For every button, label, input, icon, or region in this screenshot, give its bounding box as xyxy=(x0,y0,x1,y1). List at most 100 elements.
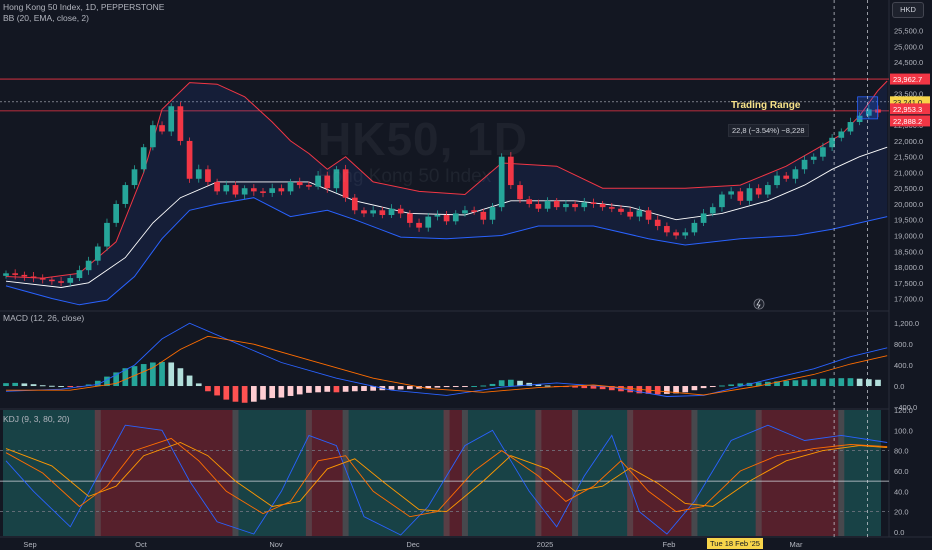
y-tick-label: 25,000.0 xyxy=(894,42,923,51)
macd-histogram-bar xyxy=(434,386,441,388)
kdj-zone xyxy=(461,410,542,536)
candle-body xyxy=(370,210,377,214)
candle-body xyxy=(865,109,872,116)
price-label-text: 23,962.7 xyxy=(893,75,922,84)
y-tick-label: 19,500.0 xyxy=(894,216,923,225)
candle-body xyxy=(232,185,239,195)
y-tick-label: 0.0 xyxy=(894,382,904,391)
macd-histogram-bar xyxy=(608,386,615,391)
y-tick-label: 23,500.0 xyxy=(894,90,923,99)
candle-body xyxy=(388,208,395,216)
x-tick-label: 2025 xyxy=(537,540,554,549)
kdj-zone xyxy=(3,410,101,536)
candle-body xyxy=(599,203,606,208)
candle-body xyxy=(838,131,845,138)
macd-histogram-bar xyxy=(333,386,340,393)
candle-body xyxy=(425,216,432,228)
candle-body xyxy=(452,213,459,222)
macd-histogram-bar xyxy=(122,368,129,387)
kdj-zone xyxy=(755,410,845,536)
y-tick-label: 17,000.0 xyxy=(894,295,923,304)
candle-body xyxy=(250,188,257,192)
macd-legend[interactable]: MACD (12, 26, close) xyxy=(3,313,85,323)
kdj-zone xyxy=(691,410,762,536)
candle-body xyxy=(150,125,156,148)
candle-body xyxy=(645,210,652,220)
macd-histogram-bar xyxy=(838,378,845,387)
candle-body xyxy=(333,169,340,189)
y-tick-label: 1,200.0 xyxy=(894,319,919,328)
candle-body xyxy=(397,208,404,214)
macd-histogram-bar xyxy=(104,376,110,387)
bb-lower-line xyxy=(5,197,888,306)
kdj-zone xyxy=(305,410,349,536)
candle-body xyxy=(737,191,744,201)
macd-histogram-bar xyxy=(21,383,28,387)
macd-histogram-bar xyxy=(177,368,184,387)
macd-histogram-bar xyxy=(719,385,725,387)
candle-body xyxy=(260,191,266,193)
macd-histogram-bar xyxy=(627,386,634,393)
macd-histogram-bar xyxy=(159,361,165,387)
candle-body xyxy=(30,276,37,279)
candle-body xyxy=(76,270,83,279)
macd-histogram-bar xyxy=(700,386,707,389)
candle-body xyxy=(3,273,9,276)
macd-histogram-bar xyxy=(673,386,679,394)
macd-histogram-bar xyxy=(260,386,266,400)
bb-indicator-legend[interactable]: BB (20, EMA, close, 2) xyxy=(3,13,89,23)
macd-histogram-bar xyxy=(150,362,156,387)
symbol-title[interactable]: Hong Kong 50 Index, 1D, PEPPERSTONE xyxy=(3,2,165,12)
lightning-icon[interactable] xyxy=(753,298,765,310)
candle-body xyxy=(379,210,386,216)
y-tick-label: 120.0 xyxy=(894,406,913,415)
y-tick-label: −400.0 xyxy=(894,403,917,412)
macd-histogram-bar xyxy=(113,372,119,387)
y-tick-label: 80.0 xyxy=(894,447,909,456)
macd-histogram-bar xyxy=(590,386,597,389)
x-tick-label: Oct xyxy=(135,540,148,549)
y-tick-label: 22,000.0 xyxy=(894,137,923,146)
macd-histogram-bar xyxy=(361,386,367,391)
kdj-zone xyxy=(627,410,698,536)
candle-body xyxy=(223,185,230,192)
y-tick-label: 60.0 xyxy=(894,467,909,476)
candle-body xyxy=(416,222,422,228)
macd-histogram-bar xyxy=(425,386,432,389)
y-tick-label: 0.0 xyxy=(894,528,904,537)
candle-body xyxy=(315,175,321,187)
measure-readout: 22,8 (−3.54%) −8,228 xyxy=(728,124,809,137)
candle-body xyxy=(563,203,569,208)
y-tick-label: 21,000.0 xyxy=(894,168,923,177)
candle-body xyxy=(12,273,19,275)
trading-range-label[interactable]: Trading Range xyxy=(731,100,801,111)
macd-histogram-bar xyxy=(517,380,523,387)
candle-body xyxy=(792,169,799,179)
macd-histogram-bar xyxy=(471,386,477,388)
macd-histogram-bar xyxy=(774,381,780,387)
macd-histogram-bar xyxy=(544,385,551,387)
candle-body xyxy=(21,274,28,277)
macd-histogram-bar xyxy=(820,378,826,387)
candle-body xyxy=(49,279,55,282)
candle-body xyxy=(507,156,514,186)
candle-body xyxy=(709,207,716,214)
candle-body xyxy=(39,278,46,280)
macd-histogram-bar xyxy=(572,386,578,388)
watermark-ticker: HK50, 1D xyxy=(318,113,528,165)
candle-body xyxy=(159,125,165,132)
price-label-text: 23,241.0 xyxy=(893,98,922,107)
macd-histogram-bar xyxy=(792,380,799,387)
y-tick-label: 21,500.0 xyxy=(894,153,923,162)
macd-histogram-bar xyxy=(480,385,487,387)
currency-badge[interactable]: HKD xyxy=(892,2,924,18)
candle-body xyxy=(820,147,826,157)
macd-histogram-bar xyxy=(856,378,863,387)
kdj-zone xyxy=(535,410,579,536)
kdj-legend[interactable]: KDJ (9, 3, 80, 20) xyxy=(3,414,70,424)
candle-body xyxy=(278,188,285,192)
x-tick-label: Mar xyxy=(790,540,803,549)
candle-body xyxy=(214,181,220,192)
macd-histogram-bar xyxy=(232,386,239,402)
